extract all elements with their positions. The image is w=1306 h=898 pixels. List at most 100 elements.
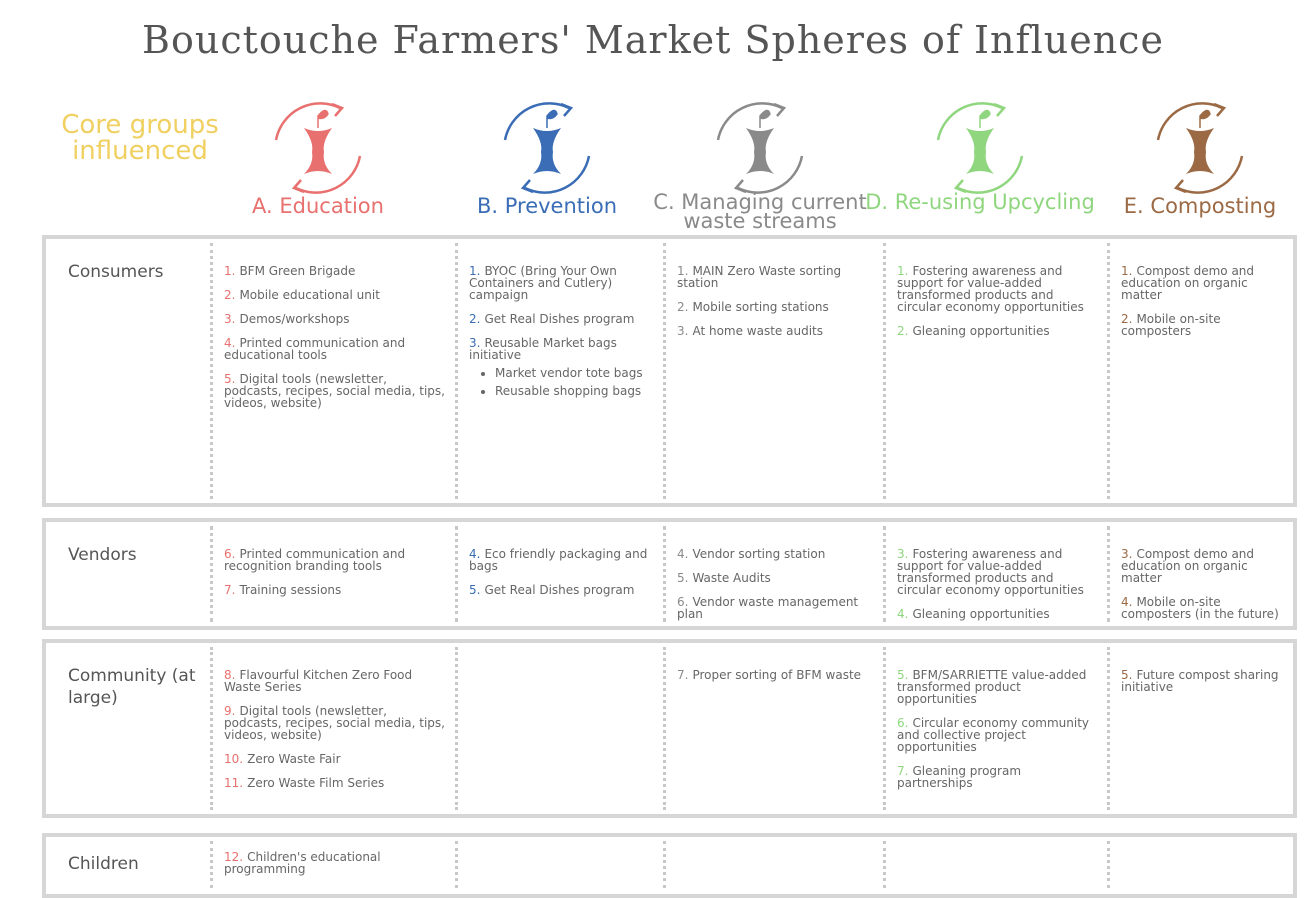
apple-core bbox=[746, 128, 774, 174]
item: 6. Printed communication and recognition … bbox=[224, 548, 447, 572]
item-text: Waste Audits bbox=[692, 571, 771, 585]
item-number: 4. bbox=[1121, 595, 1133, 609]
item-number: 7. bbox=[677, 668, 689, 682]
item-text: Mobile on-site composters (in the future… bbox=[1121, 595, 1279, 621]
item-number: 6. bbox=[224, 547, 236, 561]
item: 7. Proper sorting of BFM waste bbox=[677, 669, 875, 681]
cycle-arrow bbox=[1156, 102, 1223, 141]
cell: 1. BYOC (Bring Your Own Containers and Cu… bbox=[469, 265, 655, 409]
arrow-head bbox=[953, 179, 967, 194]
leaf bbox=[317, 109, 329, 128]
separator bbox=[883, 841, 886, 888]
item-number: 12. bbox=[224, 850, 244, 864]
item: 5. Future compost sharing initiative bbox=[1121, 669, 1289, 693]
item-number: 3. bbox=[1121, 547, 1133, 561]
item: 1. Compost demo and education on organic … bbox=[1121, 265, 1289, 301]
item: 2. Mobile on-site composters bbox=[1121, 313, 1289, 337]
arrow-head bbox=[733, 179, 747, 194]
arrow-head bbox=[331, 102, 345, 117]
item-text: Mobile sorting stations bbox=[692, 300, 829, 314]
item: 7. Training sessions bbox=[224, 584, 447, 596]
item: 1. Fostering awareness and support for va… bbox=[897, 265, 1099, 313]
item-text: Gleaning opportunities bbox=[912, 607, 1050, 621]
item-number: 5. bbox=[1121, 668, 1133, 682]
item-text: Printed communication and recognition br… bbox=[224, 547, 406, 573]
cell: 1. MAIN Zero Waste sorting station 2. Mobil… bbox=[677, 265, 875, 349]
arrow-head bbox=[773, 102, 787, 117]
leaf bbox=[979, 109, 991, 128]
item: 4. Gleaning opportunities bbox=[897, 608, 1099, 620]
item-text: BFM/SARRIETTE value-added transformed pr… bbox=[897, 668, 1087, 706]
row-box bbox=[42, 639, 1297, 818]
separator bbox=[1107, 841, 1110, 888]
separator bbox=[663, 647, 666, 810]
item: 4. Eco friendly packaging and bags bbox=[469, 548, 655, 572]
item-text: MAIN Zero Waste sorting station bbox=[677, 264, 842, 290]
item-text: Future compost sharing initiative bbox=[1121, 668, 1279, 694]
item: 6. Vendor waste management plan bbox=[677, 596, 875, 620]
separator bbox=[883, 647, 886, 810]
row-box bbox=[42, 518, 1297, 630]
arrow-head bbox=[1173, 179, 1187, 194]
item-number: 1. bbox=[469, 264, 481, 278]
item-text: Get Real Dishes program bbox=[484, 583, 635, 597]
cell: 1. Compost demo and education on organic … bbox=[1121, 265, 1289, 349]
cell: 3. Fostering awareness and support for va… bbox=[897, 548, 1099, 632]
item-number: 1. bbox=[1121, 264, 1133, 278]
cell: 1. BFM Green Brigade 2. Mobile educational … bbox=[224, 265, 447, 421]
item-number: 2. bbox=[469, 312, 481, 326]
separator bbox=[210, 841, 213, 888]
item: 5. Waste Audits bbox=[677, 572, 875, 584]
item-text: Training sessions bbox=[239, 583, 342, 597]
item-text: Fostering awareness and support for valu… bbox=[897, 264, 1084, 314]
item: 12. Children's educational programming bbox=[224, 851, 447, 875]
item-text: Compost demo and education on organic ma… bbox=[1121, 547, 1255, 585]
item-number: 4. bbox=[897, 607, 909, 621]
item-text: Flavourful Kitchen Zero Food Waste Serie… bbox=[224, 668, 413, 694]
cell: 3. Compost demo and education on organic … bbox=[1121, 548, 1289, 632]
item: 10. Zero Waste Fair bbox=[224, 753, 447, 765]
item-number: 5. bbox=[897, 668, 909, 682]
item: 6. Circular economy community and collect… bbox=[897, 717, 1099, 753]
item-number: 7. bbox=[224, 583, 236, 597]
item-text: BFM Green Brigade bbox=[239, 264, 356, 278]
cycle-arrow bbox=[737, 155, 804, 194]
cycle-arrow bbox=[716, 102, 783, 141]
cell: 5. BFM/SARRIETTE value-added transformed … bbox=[897, 669, 1099, 801]
item-number: 2. bbox=[677, 300, 689, 314]
item-number: 3. bbox=[224, 312, 236, 326]
separator bbox=[663, 526, 666, 622]
column-header: E. Composting bbox=[1123, 194, 1277, 218]
arrow-head bbox=[520, 179, 534, 194]
item-number: 8. bbox=[224, 668, 236, 682]
item-number: 3. bbox=[897, 547, 909, 561]
item: 8. Flavourful Kitchen Zero Food Waste Ser… bbox=[224, 669, 447, 693]
item: 2. Get Real Dishes program bbox=[469, 313, 655, 325]
item-text: Digital tools (newsletter, podcasts, rec… bbox=[224, 704, 445, 742]
item-text: At home waste audits bbox=[692, 324, 823, 338]
item: 4. Vendor sorting station bbox=[677, 548, 875, 560]
group-label: Children bbox=[68, 854, 139, 874]
cell: 4. Eco friendly packaging and bags 5. Get R… bbox=[469, 548, 655, 608]
cell: 4. Vendor sorting station 5. Waste Audits 6.… bbox=[677, 548, 875, 632]
arrow-head bbox=[993, 102, 1007, 117]
cycle-arrow bbox=[295, 155, 362, 194]
item-text: Reusable Market bags initiative bbox=[469, 336, 617, 362]
item-text: Children's educational programming bbox=[224, 850, 381, 876]
cell: 7. Proper sorting of BFM waste bbox=[677, 669, 875, 693]
item-number: 5. bbox=[677, 571, 689, 585]
cell: 1. Fostering awareness and support for va… bbox=[897, 265, 1099, 349]
title: Bouctouche Farmers' Market Spheres of In… bbox=[142, 18, 1164, 62]
item-text: Mobile on-site composters bbox=[1121, 312, 1221, 338]
cycle-arrow bbox=[1177, 155, 1244, 194]
item-number: 10. bbox=[224, 752, 244, 766]
column-header: C. Managing current waste streams bbox=[653, 190, 867, 233]
item-number: 6. bbox=[677, 595, 689, 609]
item-number: 5. bbox=[469, 583, 481, 597]
item-text: Zero Waste Fair bbox=[247, 752, 341, 766]
separator bbox=[210, 647, 213, 810]
item-number: 9. bbox=[224, 704, 236, 718]
item-number: 2. bbox=[897, 324, 909, 338]
row-box bbox=[42, 833, 1297, 898]
